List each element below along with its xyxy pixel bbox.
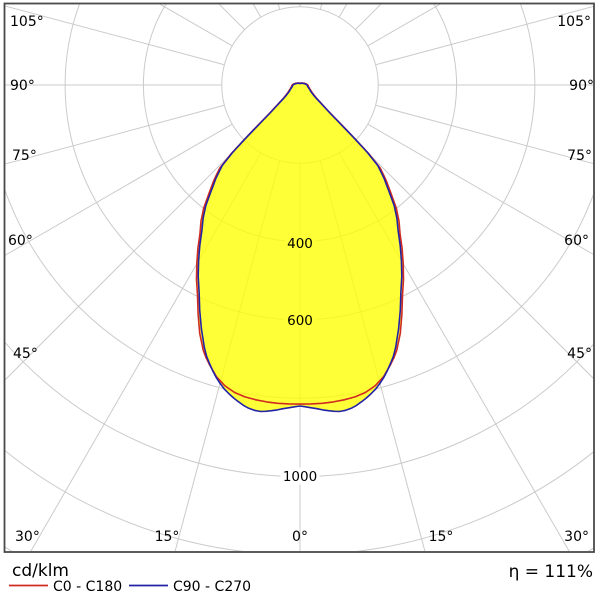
grid-ray-210deg <box>252 4 262 18</box>
angle-label: 75° <box>567 148 592 164</box>
grid-ray-45deg <box>355 140 593 379</box>
angle-label: 60° <box>8 233 33 249</box>
grid-ray-315deg <box>5 140 245 381</box>
ring-label-knockout <box>284 311 316 329</box>
legend-label-c0-c180: C0 - C180 <box>53 579 122 595</box>
angle-label: 90° <box>569 78 594 94</box>
curve-c90-c270 <box>197 82 403 413</box>
angle-label: 45° <box>567 346 592 362</box>
grid-ray-150deg <box>338 4 348 18</box>
efficiency-value: η = 111% <box>509 562 593 582</box>
grid-ray-300deg <box>5 123 233 256</box>
angle-label: 30° <box>564 529 589 545</box>
angle-label: 15° <box>155 529 180 545</box>
angle-label: 60° <box>564 233 589 249</box>
angle-label: 105° <box>557 14 591 30</box>
legend-label-c90-c270: C90 - C270 <box>173 579 251 595</box>
grid-ray-105deg <box>375 5 593 66</box>
angle-label: 90° <box>10 78 35 94</box>
angle-label: 0° <box>292 529 308 545</box>
angle-label: 105° <box>10 14 44 30</box>
ring-label-knockout <box>284 234 316 252</box>
ring-value-label: 400 <box>287 236 313 252</box>
grid-ray-165deg <box>319 4 323 10</box>
chart-footer: cd/klm C0 - C180 C90 - C270 η = 111% <box>9 561 593 595</box>
grid-ray-285deg <box>5 104 225 165</box>
grid-ray-195deg <box>277 4 281 10</box>
axis-labels: 400 600 1000 105° 90° 75° 60° 45° 30° 15° 0° 15° 30°… <box>8 14 594 545</box>
angle-label: 75° <box>12 148 37 164</box>
ring-value-label: 600 <box>287 313 313 329</box>
angle-label: 30° <box>15 529 40 545</box>
unit-label: cd/klm <box>12 561 69 581</box>
angle-label: 45° <box>13 346 38 362</box>
plot-frame <box>3 2 595 553</box>
ring-value-label: 1000 <box>283 469 317 485</box>
ring-label-knockout <box>280 467 320 485</box>
grid-ray-255deg <box>5 5 225 66</box>
grid-ray-60deg <box>367 123 593 255</box>
angle-label: 15° <box>429 529 454 545</box>
grid-ray-75deg <box>375 104 593 165</box>
